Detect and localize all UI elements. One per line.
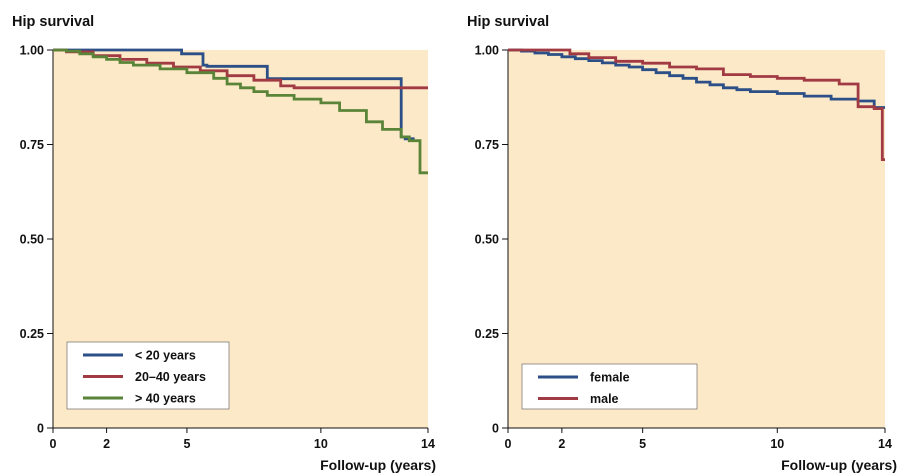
legend-label: 20–40 years: [135, 370, 206, 384]
x-tick-label: 0: [50, 437, 57, 451]
y-tick-label: 1.00: [475, 44, 499, 58]
y-tick-label: 0.50: [475, 233, 499, 247]
x-tick-label: 14: [878, 437, 892, 451]
y-tick-label: 0.75: [20, 138, 44, 152]
x-tick-label: 2: [558, 437, 565, 451]
legend-label: male: [590, 392, 619, 406]
y-tick-label: 0.50: [20, 233, 44, 247]
x-tick-label: 2: [103, 437, 110, 451]
y-tick-label: 1.00: [20, 44, 44, 58]
sex-chart: 0 0.25 0.50 0.75 1.00 0 2 5 10 14 Hip survival Foll…: [467, 14, 897, 473]
y-axis-label: Hip survival: [12, 14, 94, 30]
age-group-chart: 0 0.25 0.50 0.75 1.00 0 2 5 10 14 Hip survival Foll…: [12, 14, 436, 473]
y-tick-label: 0.25: [475, 327, 499, 341]
x-tick-label: 5: [639, 437, 646, 451]
legend-label: female: [590, 371, 630, 385]
y-tick-label: 0.75: [475, 138, 499, 152]
y-tick-label: 0: [492, 422, 499, 436]
x-tick-label: 0: [505, 437, 512, 451]
y-tick-label: 0: [37, 422, 44, 436]
legend-label: > 40 years: [135, 392, 196, 406]
y-tick-label: 0.25: [20, 327, 44, 341]
x-axis-label: Follow-up (years): [781, 457, 897, 473]
x-tick-label: 5: [183, 437, 190, 451]
legend-box: [521, 363, 698, 410]
y-axis-label: Hip survival: [467, 14, 549, 30]
legend-label: < 20 years: [135, 349, 196, 363]
x-tick-label: 10: [314, 437, 328, 451]
series-line: [508, 48, 885, 161]
series-line: [508, 48, 885, 109]
x-tick-label: 10: [770, 437, 784, 451]
x-tick-label: 14: [421, 437, 435, 451]
series-line: [53, 48, 428, 175]
x-axis-label: Follow-up (years): [320, 457, 436, 473]
